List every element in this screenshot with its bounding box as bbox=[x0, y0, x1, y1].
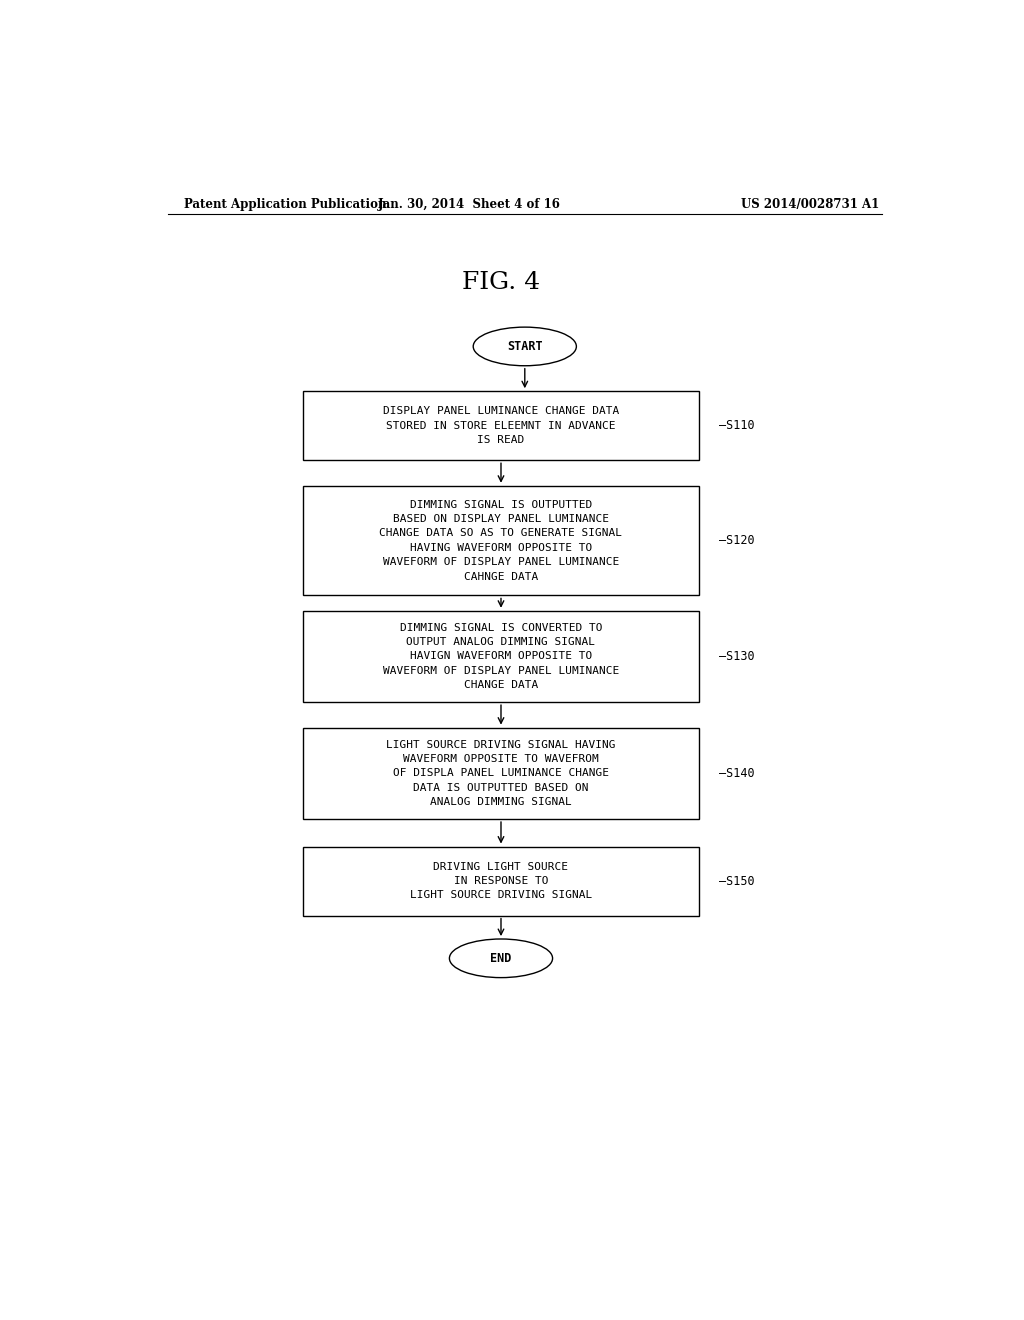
Text: DIMMING SIGNAL IS OUTPUTTED
BASED ON DISPLAY PANEL LUMINANCE
CHANGE DATA SO AS T: DIMMING SIGNAL IS OUTPUTTED BASED ON DIS… bbox=[380, 499, 623, 582]
Text: —S140: —S140 bbox=[719, 767, 755, 780]
FancyBboxPatch shape bbox=[303, 727, 699, 818]
FancyBboxPatch shape bbox=[303, 486, 699, 595]
Text: Jan. 30, 2014  Sheet 4 of 16: Jan. 30, 2014 Sheet 4 of 16 bbox=[378, 198, 561, 211]
Text: —S150: —S150 bbox=[719, 875, 755, 887]
Text: US 2014/0028731 A1: US 2014/0028731 A1 bbox=[741, 198, 880, 211]
Text: —S110: —S110 bbox=[719, 420, 755, 432]
Ellipse shape bbox=[450, 939, 553, 978]
Text: LIGHT SOURCE DRIVING SIGNAL HAVING
WAVEFORM OPPOSITE TO WAVEFROM
OF DISPLA PANEL: LIGHT SOURCE DRIVING SIGNAL HAVING WAVEF… bbox=[386, 739, 615, 807]
FancyBboxPatch shape bbox=[303, 391, 699, 461]
Text: FIG. 4: FIG. 4 bbox=[462, 271, 540, 294]
Ellipse shape bbox=[473, 327, 577, 366]
Text: Patent Application Publication: Patent Application Publication bbox=[183, 198, 386, 211]
Text: —S130: —S130 bbox=[719, 649, 755, 663]
Text: START: START bbox=[507, 341, 543, 352]
FancyBboxPatch shape bbox=[303, 846, 699, 916]
FancyBboxPatch shape bbox=[303, 611, 699, 702]
Text: DIMMING SIGNAL IS CONVERTED TO
OUTPUT ANALOG DIMMING SIGNAL
HAVIGN WAVEFORM OPPO: DIMMING SIGNAL IS CONVERTED TO OUTPUT AN… bbox=[383, 623, 620, 690]
Text: DRIVING LIGHT SOURCE
IN RESPONSE TO
LIGHT SOURCE DRIVING SIGNAL: DRIVING LIGHT SOURCE IN RESPONSE TO LIGH… bbox=[410, 862, 592, 900]
Text: DISPLAY PANEL LUMINANCE CHANGE DATA
STORED IN STORE ELEEMNT IN ADVANCE
IS READ: DISPLAY PANEL LUMINANCE CHANGE DATA STOR… bbox=[383, 407, 620, 445]
Text: —S120: —S120 bbox=[719, 535, 755, 546]
Text: END: END bbox=[490, 952, 512, 965]
